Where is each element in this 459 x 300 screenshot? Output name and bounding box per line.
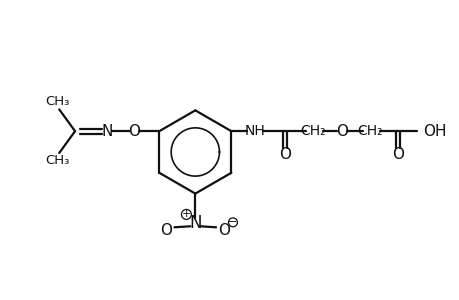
Text: N: N (101, 124, 112, 139)
Text: −: − (228, 217, 237, 227)
Text: CH₃: CH₃ (45, 154, 69, 167)
Text: O: O (391, 148, 403, 163)
Text: CH₃: CH₃ (45, 95, 69, 108)
Text: N: N (189, 214, 201, 232)
Text: O: O (218, 223, 230, 238)
Text: CH₂: CH₂ (357, 124, 382, 138)
Text: NH: NH (244, 124, 265, 138)
Text: O: O (160, 223, 172, 238)
Text: +: + (181, 209, 190, 219)
Text: CH₂: CH₂ (299, 124, 325, 138)
Text: O: O (278, 148, 290, 163)
Text: OH: OH (423, 124, 446, 139)
Text: O: O (336, 124, 347, 139)
Text: O: O (128, 124, 140, 139)
